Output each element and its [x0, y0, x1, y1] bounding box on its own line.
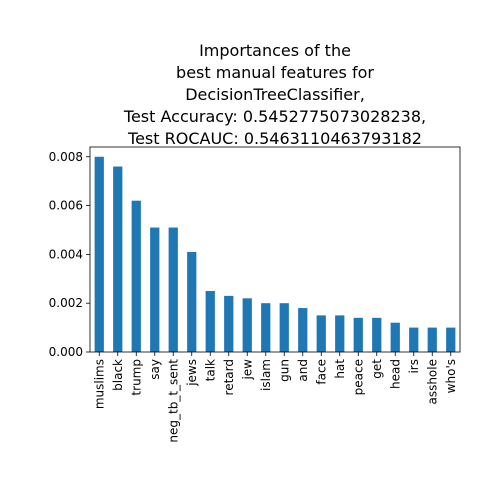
x-tick-label: asshole [425, 359, 439, 405]
x-tick-label: face [314, 359, 328, 385]
title-line: best manual features for [176, 63, 374, 82]
x-tick-label: jew [240, 359, 254, 381]
plot-frame [89, 146, 461, 353]
chart-title: Importances of the best manual features f… [123, 41, 426, 148]
x-tick-label: and [296, 359, 310, 382]
bar-hat [335, 315, 345, 352]
bar-islam [261, 303, 271, 352]
bar-face [316, 315, 326, 352]
bar-say [150, 227, 160, 352]
bar-gun [279, 303, 289, 352]
bar-trump [131, 200, 141, 352]
x-tick-label: muslims [92, 359, 106, 409]
title-line: Test ROCAUC: 0.5463110463793182 [127, 129, 422, 148]
bar-head [390, 322, 400, 352]
title-line: Importances of the [199, 41, 351, 60]
bar-muslims [94, 156, 104, 352]
y-axis-ticks: 0.000 0.002 0.004 0.006 0.008 [49, 150, 90, 359]
x-tick-label: islam [259, 359, 273, 391]
x-tick-label: talk [203, 359, 217, 381]
x-tick-label: hat [333, 359, 347, 379]
bar-asshole [427, 327, 437, 352]
bar-jew [242, 298, 252, 352]
bar-get [372, 317, 382, 352]
bar-talk [205, 290, 215, 352]
bar-irs [409, 327, 419, 352]
x-tick-label: neg_tb_t_sent [166, 359, 180, 443]
x-tick-label: irs [407, 359, 421, 374]
x-tick-label: peace [351, 359, 365, 395]
x-tick-label: black [111, 359, 125, 391]
x-tick-label: who's [444, 359, 458, 393]
x-axis-ticks: muslims black trump say neg_tb_t_sent jews tal… [92, 352, 458, 443]
x-tick-label: say [148, 359, 162, 380]
bar-retard [224, 295, 234, 352]
bar-black [113, 166, 123, 352]
x-tick-label: retard [222, 359, 236, 395]
y-tick-label: 0.004 [49, 247, 83, 261]
bar-and [298, 308, 308, 352]
y-tick-label: 0.002 [49, 296, 83, 310]
bar-peace [353, 317, 363, 352]
x-tick-label: head [388, 359, 402, 389]
bar-jews [187, 251, 197, 352]
bars [94, 156, 456, 352]
x-tick-label: get [370, 359, 384, 379]
bar-who's [446, 327, 456, 352]
y-tick-label: 0.008 [49, 150, 83, 164]
x-tick-label: jews [185, 359, 199, 387]
y-tick-label: 0.000 [49, 345, 83, 359]
bar-neg_tb_t_sent [168, 227, 178, 352]
title-line: Test Accuracy: 0.5452775073028238, [123, 107, 426, 126]
x-tick-label: gun [277, 359, 291, 382]
title-line: DecisionTreeClassifier, [185, 85, 365, 104]
y-tick-label: 0.006 [49, 199, 83, 213]
x-tick-label: trump [129, 359, 143, 396]
